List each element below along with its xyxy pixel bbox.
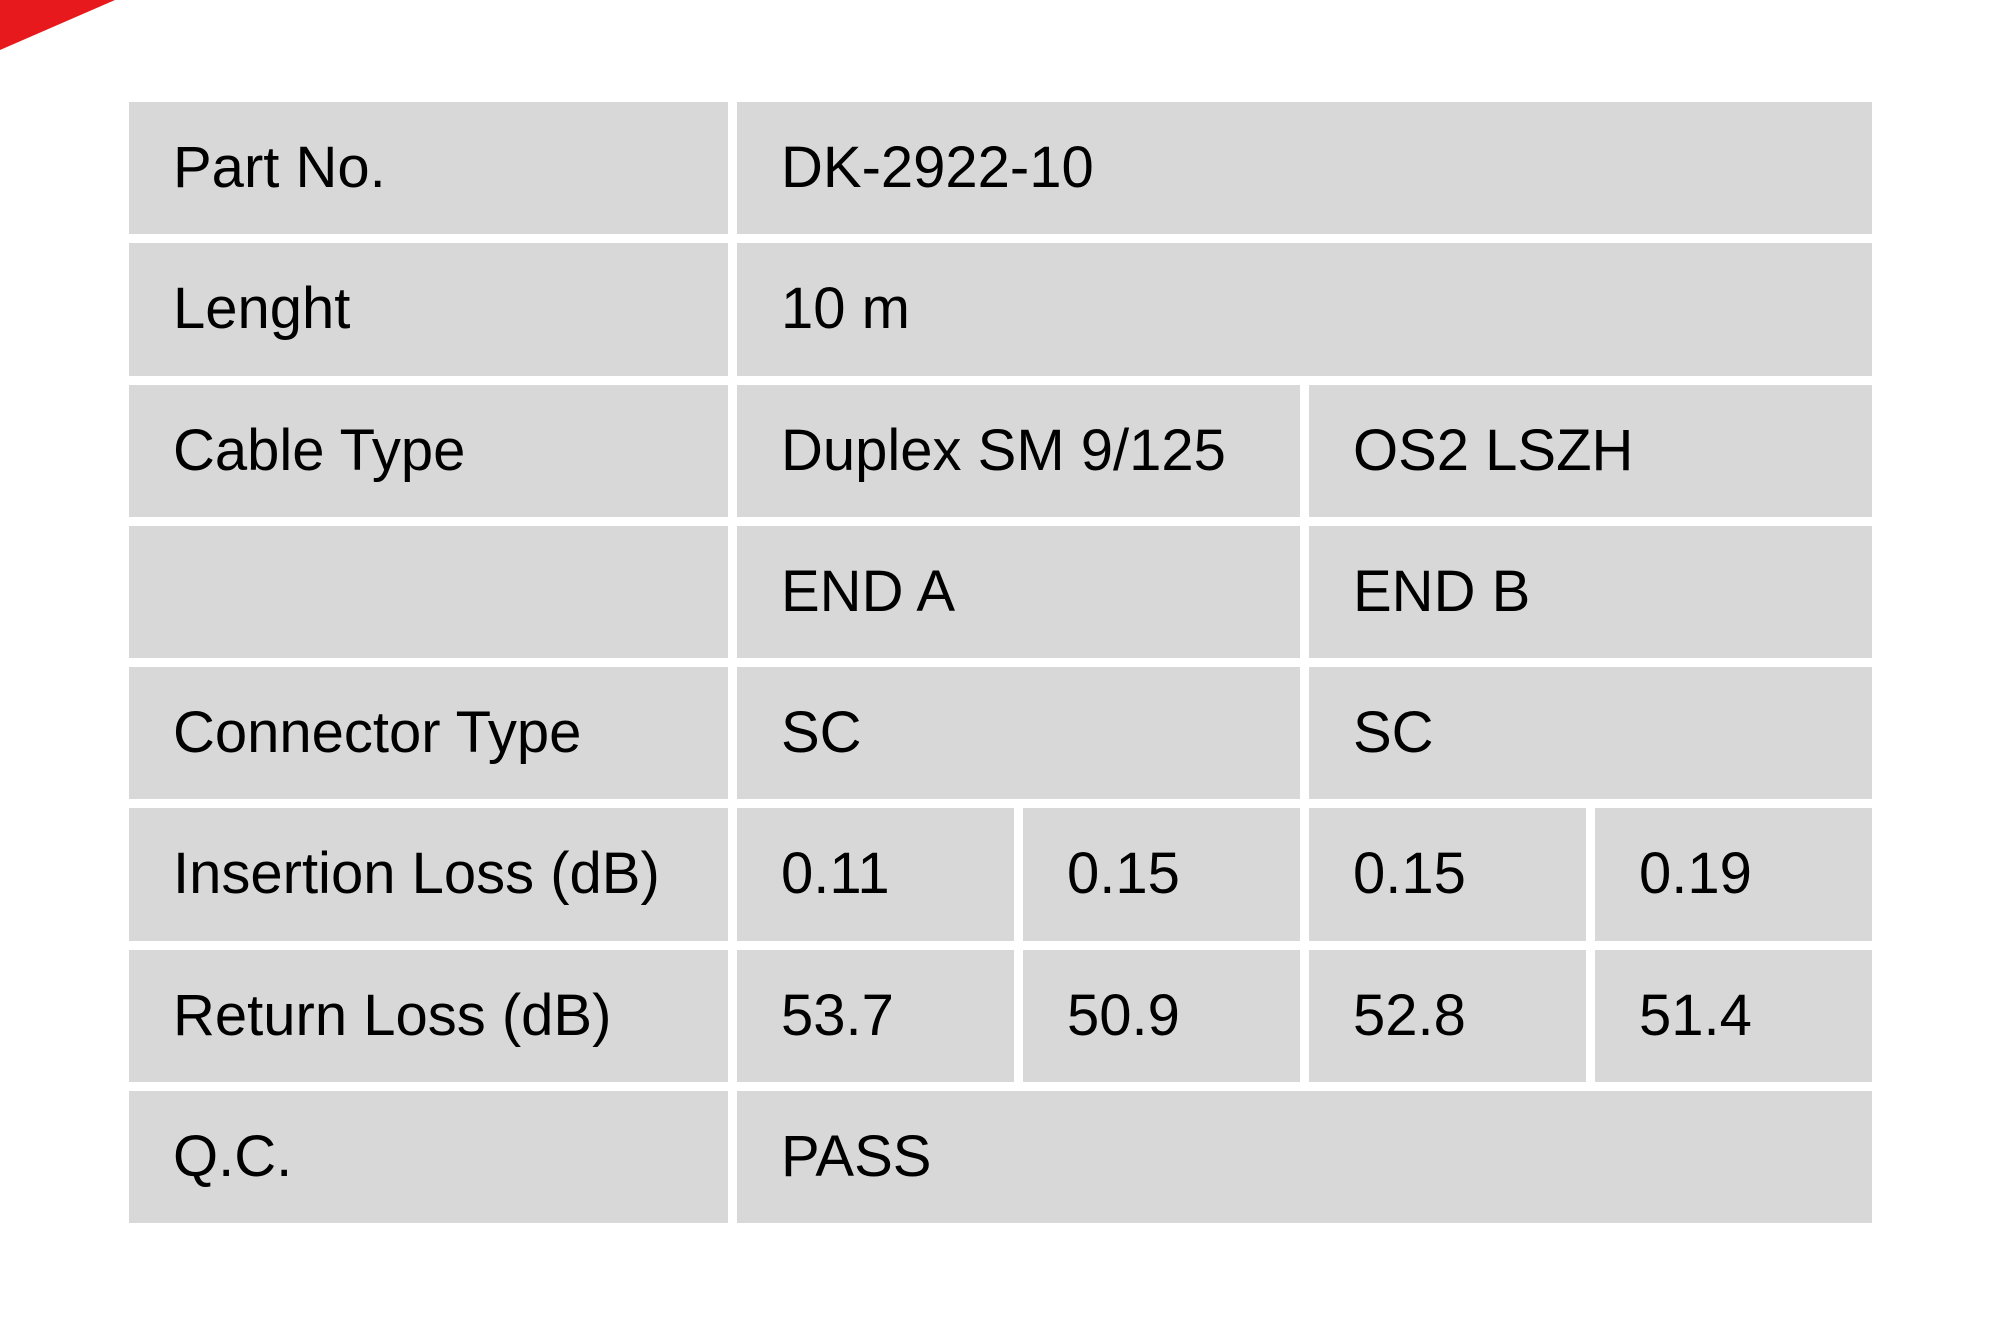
table-row-insertion-loss: Insertion Loss (dB) 0.11 0.15 0.15 0.19 (129, 808, 1872, 941)
value-return-loss-a2: 50.9 (1023, 949, 1300, 1082)
value-return-loss-b2: 51.4 (1595, 949, 1872, 1082)
value-connector-end-b: SC (1309, 667, 1872, 800)
red-corner-ribbon (0, 0, 115, 50)
header-end-b: END B (1309, 525, 1872, 658)
header-end-a: END A (737, 525, 1300, 658)
table-row-part-no: Part No. DK-2922-10 (129, 102, 1872, 235)
value-part-no: DK-2922-10 (737, 102, 1872, 235)
table-row-return-loss: Return Loss (dB) 53.7 50.9 52.8 51.4 (129, 949, 1872, 1082)
row-label-cable-type: Cable Type (129, 384, 728, 517)
row-label-part-no: Part No. (129, 102, 728, 235)
row-label-return-loss: Return Loss (dB) (129, 949, 728, 1082)
row-label-qc: Q.C. (129, 1090, 728, 1223)
row-label-insertion-loss: Insertion Loss (dB) (129, 808, 728, 941)
value-return-loss-b1: 52.8 (1309, 949, 1586, 1082)
value-insertion-loss-a1: 0.11 (737, 808, 1014, 941)
value-return-loss-a1: 53.7 (737, 949, 1014, 1082)
value-insertion-loss-a2: 0.15 (1023, 808, 1300, 941)
value-cable-type-b: OS2 LSZH (1309, 384, 1872, 517)
table-row-cable-type: Cable Type Duplex SM 9/125 OS2 LSZH (129, 384, 1872, 517)
row-label-length: Lenght (129, 243, 728, 376)
table-row-length: Lenght 10 m (129, 243, 1872, 376)
value-qc: PASS (737, 1090, 1872, 1223)
value-length: 10 m (737, 243, 1872, 376)
value-connector-end-a: SC (737, 667, 1300, 800)
value-insertion-loss-b2: 0.19 (1595, 808, 1872, 941)
row-label-empty (129, 525, 728, 658)
table-row-connector-type: Connector Type SC SC (129, 667, 1872, 800)
value-insertion-loss-b1: 0.15 (1309, 808, 1586, 941)
spec-table: Part No. DK-2922-10 Lenght 10 m Cable Ty… (129, 102, 1872, 1223)
row-label-connector-type: Connector Type (129, 667, 728, 800)
table-row-end-header: END A END B (129, 525, 1872, 658)
table-row-qc: Q.C. PASS (129, 1090, 1872, 1223)
value-cable-type-a: Duplex SM 9/125 (737, 384, 1300, 517)
